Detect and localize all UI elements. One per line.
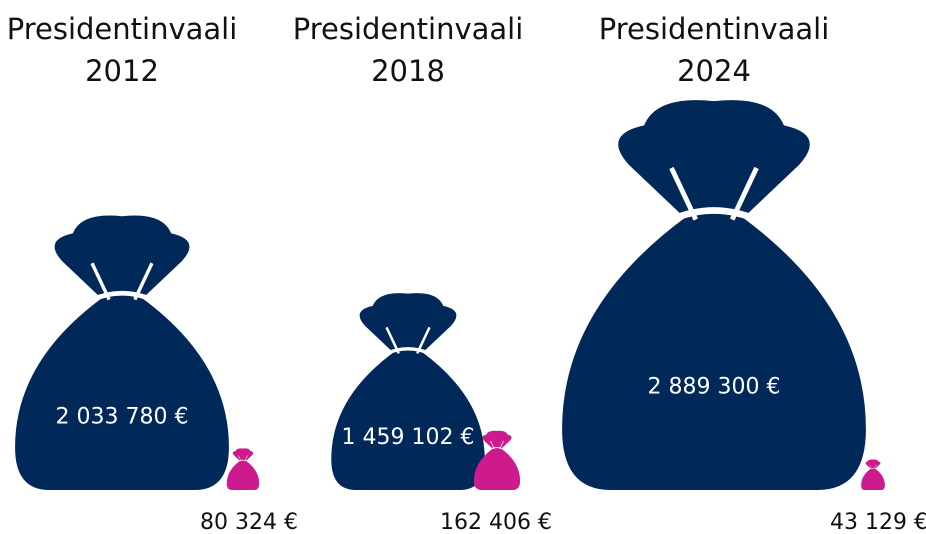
value-label: 2 889 300 €	[648, 374, 781, 399]
bag-top	[482, 430, 512, 449]
bag-tie	[490, 447, 504, 450]
bag-top	[54, 215, 190, 300]
bag-body	[861, 468, 885, 490]
value-label: 80 324 €	[200, 510, 298, 534]
bag-top	[865, 459, 881, 469]
money-bag	[473, 430, 521, 490]
value-label: 2 033 780 €	[56, 405, 189, 430]
bag-body	[562, 211, 866, 490]
bag-fold	[238, 455, 248, 462]
bag-fold	[385, 326, 431, 354]
value-label: 43 129 €	[830, 510, 926, 534]
category-title: Presidentinvaali 2012	[6, 12, 238, 88]
bag-fold	[490, 440, 504, 450]
value-label: 162 406 €	[440, 510, 552, 534]
bag-body	[331, 349, 485, 490]
bag-tie	[91, 290, 153, 302]
money-bag	[861, 459, 885, 490]
money-bag	[15, 215, 229, 490]
bag-top	[618, 100, 810, 220]
bag-body	[473, 447, 521, 490]
bag-fold	[90, 262, 154, 301]
money-bag	[331, 293, 485, 490]
category-title: Presidentinvaali 2018	[292, 12, 524, 88]
bag-fold	[669, 166, 759, 221]
bag-body	[226, 460, 260, 490]
value-label: 1 459 102 €	[342, 425, 475, 450]
money-bag	[562, 100, 866, 490]
bag-top	[359, 293, 457, 354]
money-bag	[226, 448, 260, 490]
bag-body	[15, 294, 229, 490]
bag-top	[232, 448, 254, 462]
bag-tie	[385, 347, 431, 355]
bag-tie	[238, 459, 248, 462]
bag-fold	[869, 464, 877, 469]
bag-tie	[670, 207, 758, 223]
category-title: Presidentinvaali 2024	[598, 12, 830, 88]
bag-tie	[869, 467, 877, 470]
